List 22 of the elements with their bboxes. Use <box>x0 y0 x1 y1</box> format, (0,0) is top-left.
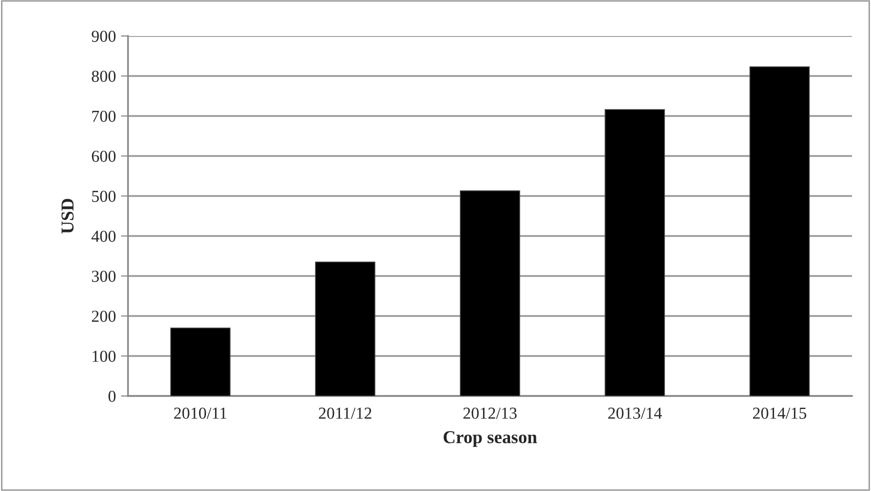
y-tick-label: 900 <box>92 30 116 42</box>
x-tick-label: 2013/14 <box>608 408 662 419</box>
y-tick-label: 700 <box>92 110 116 122</box>
y-axis-title: USD <box>62 198 74 234</box>
x-axis-title: Crop season <box>444 431 537 447</box>
y-tick-label: 200 <box>92 310 116 322</box>
bar <box>315 262 376 396</box>
bar <box>749 66 810 396</box>
y-tick-label: 0 <box>108 390 116 402</box>
y-tick-label: 300 <box>92 270 116 282</box>
bar <box>170 328 231 396</box>
x-tick-label: 2010/11 <box>174 408 226 419</box>
bar <box>460 190 520 396</box>
y-tick-label: 800 <box>92 70 116 82</box>
y-tick-label: 500 <box>92 190 116 202</box>
bar <box>604 109 665 396</box>
y-tick-label: 600 <box>92 150 116 162</box>
x-tick-label: 2012/13 <box>463 408 517 419</box>
x-tick-label: 2014/15 <box>753 408 806 419</box>
y-tick-label: 400 <box>92 230 116 242</box>
y-tick-label: 100 <box>92 350 116 362</box>
x-tick-label: 2011/12 <box>318 408 372 419</box>
